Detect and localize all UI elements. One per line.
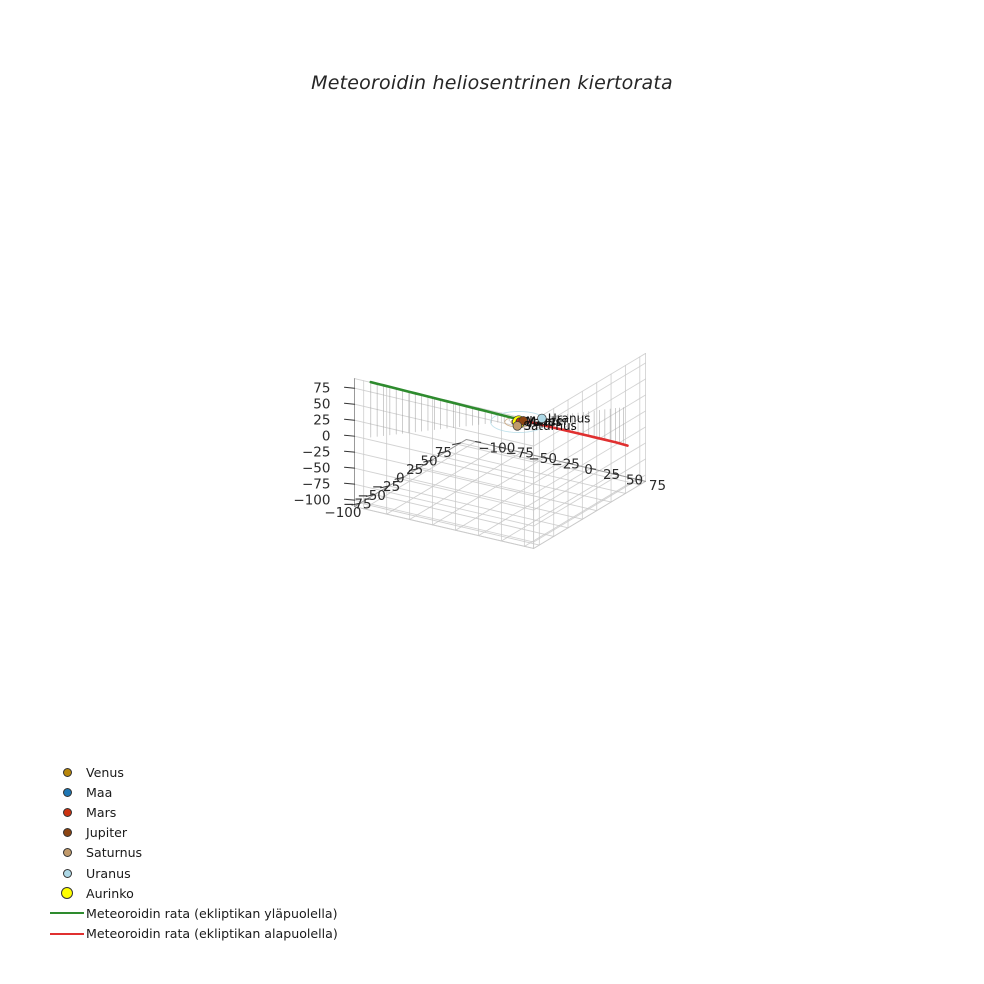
legend-line-icon (50, 932, 84, 935)
svg-text:50: 50 (313, 396, 330, 412)
svg-text:−50: −50 (302, 460, 331, 476)
svg-text:50: 50 (626, 473, 643, 489)
svg-text:75: 75 (435, 445, 452, 461)
svg-text:−50: −50 (528, 451, 557, 467)
svg-text:−25: −25 (551, 456, 580, 472)
svg-text:0: 0 (584, 462, 593, 478)
legend-item[interactable]: Venus (48, 762, 468, 782)
body-saturnus (512, 421, 523, 431)
svg-text:25: 25 (313, 412, 330, 428)
svg-text:−100: −100 (478, 440, 515, 456)
back-wall-grid (533, 352, 646, 549)
svg-text:−75: −75 (343, 496, 372, 512)
legend-marker-icon (62, 848, 72, 858)
legend-marker-icon (61, 887, 73, 900)
legend-item[interactable]: Jupiter (48, 823, 468, 843)
svg-text:75: 75 (313, 380, 330, 396)
svg-text:−25: −25 (302, 444, 331, 460)
legend-label: Venus (86, 764, 124, 780)
legend-item[interactable]: Meteoroidin rata (ekliptikan alapuolella… (48, 924, 468, 944)
legend-label: Meteoroidin rata (ekliptikan alapuolella… (86, 926, 338, 942)
svg-text:Saturnus: Saturnus (523, 419, 576, 433)
legend-item[interactable]: Maa (48, 782, 468, 802)
legend-label: Mars (86, 804, 117, 820)
body-jupiter (518, 416, 528, 426)
legend: Venus Maa Mars Jupiter Saturnus Uranus Aurinko… (48, 762, 468, 944)
legend-item[interactable]: Mars (48, 802, 468, 822)
legend-label: Meteoroidin rata (ekliptikan yläpuolella… (86, 905, 338, 921)
page-title: Meteoroidin heliosentrinen kiertorata (311, 72, 673, 94)
legend-label: Maa (86, 784, 113, 800)
svg-text:−75: −75 (302, 476, 331, 492)
svg-text:50: 50 (420, 453, 437, 469)
svg-text:0: 0 (396, 471, 405, 487)
body-uranus (537, 413, 547, 424)
svg-text:−100: −100 (324, 505, 361, 521)
legend-marker-icon (62, 828, 72, 838)
svg-text:−25: −25 (372, 479, 401, 495)
svg-text:−100: −100 (293, 492, 330, 508)
meteoroid-trajectory (369, 380, 629, 447)
legend-item[interactable]: Saturnus (48, 843, 468, 863)
legend-item[interactable]: Uranus (48, 863, 468, 883)
svg-text:Uranus: Uranus (548, 411, 591, 425)
legend-item[interactable]: Aurinko (48, 883, 468, 903)
legend-marker-icon (62, 807, 72, 817)
legend-item[interactable]: Meteoroidin rata (ekliptikan yläpuolella… (48, 903, 468, 923)
legend-label: Jupiter (86, 825, 128, 841)
svg-text:0: 0 (322, 428, 331, 444)
legend-label: Aurinko (86, 885, 134, 901)
svg-text:25: 25 (406, 462, 423, 478)
legend-line-icon (50, 912, 84, 915)
legend-marker-icon (62, 767, 72, 777)
legend-marker-icon (62, 868, 72, 878)
legend-label: Uranus (86, 865, 131, 881)
legend-label: Saturnus (86, 845, 143, 861)
legend-marker-icon (62, 787, 72, 797)
svg-text:25: 25 (603, 467, 620, 483)
svg-text:−75: −75 (505, 446, 534, 462)
svg-text:−50: −50 (357, 488, 386, 504)
svg-text:75: 75 (649, 478, 666, 494)
